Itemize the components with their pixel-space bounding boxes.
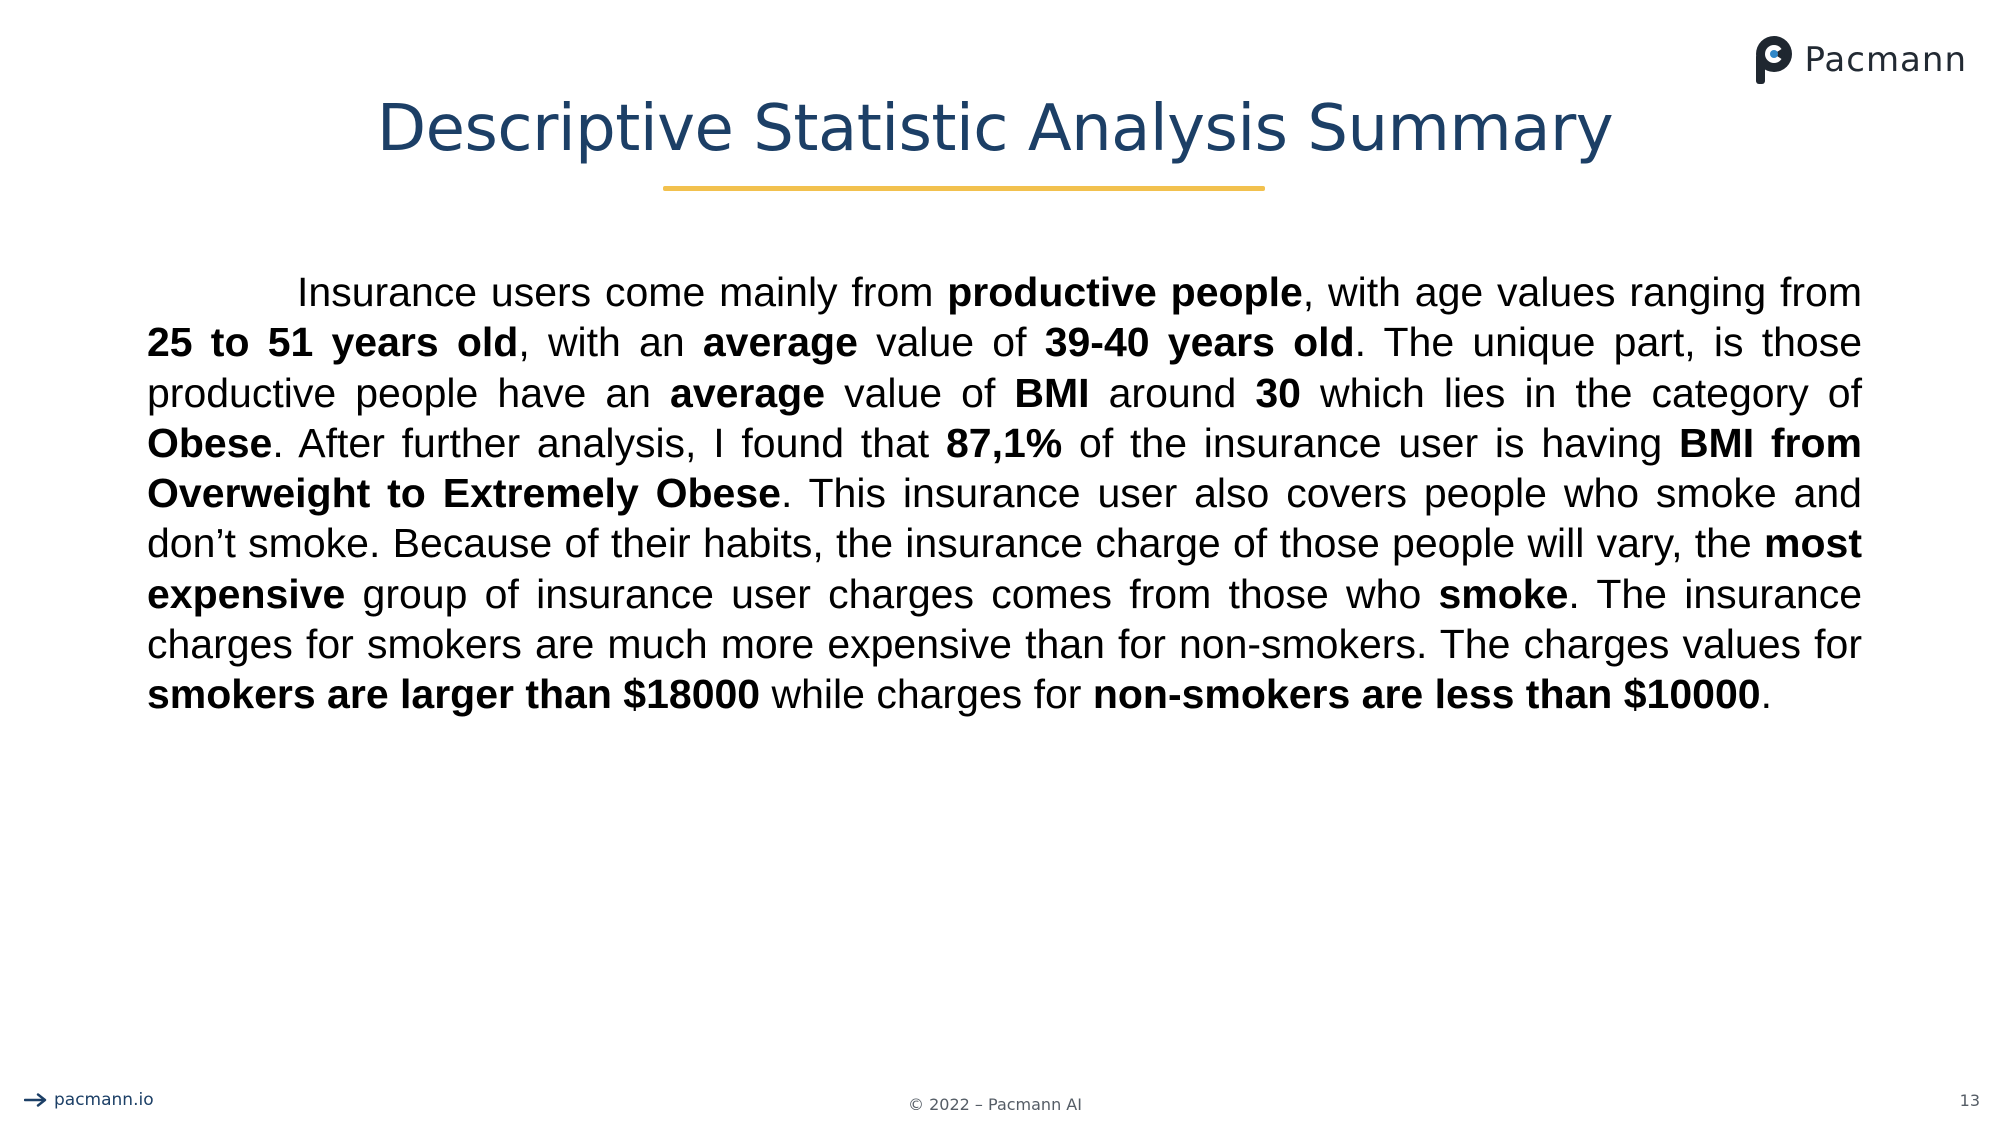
paragraph-emphasis: non-smokers are less than $10000 bbox=[1092, 671, 1761, 718]
page-number: 13 bbox=[1959, 1091, 1980, 1110]
paragraph-text: . bbox=[1760, 671, 1772, 718]
paragraph-text: while charges for bbox=[760, 671, 1093, 718]
brand-logo[interactable]: Pacmann bbox=[1752, 34, 1967, 86]
paragraph-text: value of bbox=[857, 319, 1045, 366]
paragraph-emphasis: most expensive bbox=[147, 520, 1862, 617]
paragraph-text: value of bbox=[825, 369, 1015, 416]
paragraph-emphasis: 25 to 51 years old bbox=[147, 319, 519, 366]
title-underline bbox=[663, 186, 1265, 191]
paragraph-emphasis: smokers are larger than $18000 bbox=[147, 671, 761, 718]
paragraph-text: , with age values ranging from bbox=[1302, 269, 1862, 315]
paragraph-text: group of insurance user charges comes fr… bbox=[345, 570, 1439, 617]
paragraph-emphasis: Obese bbox=[147, 419, 273, 466]
paragraph-text: . The unique part, is those productive p… bbox=[147, 319, 1862, 416]
paragraph-emphasis: 39-40 years old bbox=[1044, 319, 1355, 366]
paragraph-emphasis: average bbox=[670, 369, 826, 416]
footer-copyright: © 2022 – Pacmann AI bbox=[908, 1095, 1082, 1114]
summary-paragraph: Insurance users come mainly from product… bbox=[147, 267, 1862, 720]
arrow-right-icon bbox=[24, 1093, 47, 1107]
paragraph-emphasis: 87,1% bbox=[945, 419, 1063, 466]
paragraph-text: which lies in the category of bbox=[1300, 369, 1862, 416]
paragraph-text: . The insurance charges for smokers are … bbox=[147, 570, 1862, 668]
brand-logo-text: Pacmann bbox=[1804, 40, 1967, 80]
paragraph-text: . After further analysis, I found that bbox=[272, 419, 946, 466]
paragraph-emphasis: 30 bbox=[1255, 369, 1301, 416]
paragraph-emphasis: smoke bbox=[1438, 570, 1569, 617]
paragraph-emphasis: BMI from Overweight to Extremely Obese bbox=[147, 419, 1862, 517]
page-title: Descriptive Statistic Analysis Summary bbox=[376, 92, 1614, 166]
paragraph-text: around bbox=[1089, 369, 1256, 416]
paragraph-text: Insurance users come mainly from bbox=[297, 269, 948, 315]
paragraph-text: of the insurance user is having bbox=[1062, 419, 1679, 466]
paragraph-text: , with an bbox=[518, 319, 703, 366]
footer-link[interactable]: pacmann.io bbox=[24, 1090, 154, 1110]
pacmann-logo-icon bbox=[1756, 36, 1793, 84]
paragraph-emphasis: BMI bbox=[1014, 369, 1090, 416]
paragraph-emphasis: average bbox=[702, 319, 858, 366]
paragraph-text: . This insurance user also covers people… bbox=[147, 470, 1862, 567]
footer-link-text: pacmann.io bbox=[54, 1090, 154, 1110]
paragraph-emphasis: productive people bbox=[947, 269, 1303, 315]
